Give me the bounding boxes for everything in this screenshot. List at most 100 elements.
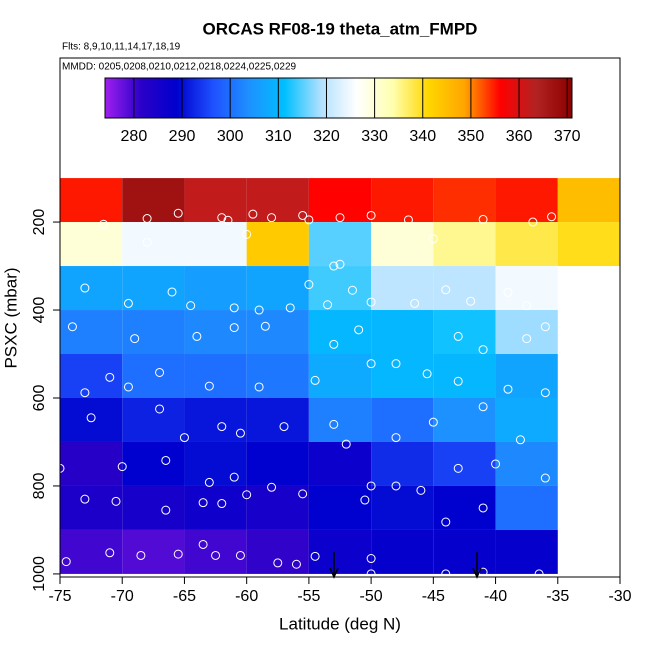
point [111,496,121,506]
point [478,503,488,513]
point [360,495,370,505]
point [547,212,557,222]
y-tick-label: 1000 [31,556,48,592]
cell [184,222,247,267]
y-axis-label: PSXC (mbar) [1,267,20,368]
colorbar-tick-label: 350 [458,128,485,145]
point [204,381,214,391]
cell [495,222,558,267]
point [298,210,308,220]
cell [308,266,372,311]
x-tick-label: -75 [48,588,71,605]
point [422,369,432,379]
point [515,435,525,445]
point [229,323,239,333]
y-tick-label: 600 [31,385,48,412]
point [310,375,320,385]
cell [433,529,496,574]
point [528,217,538,227]
colorbar-tick-label: 290 [169,128,196,145]
cell [495,529,558,574]
cell [371,266,434,311]
cell [433,310,496,355]
point [192,331,202,341]
point [428,417,438,427]
x-axis-label: Latitude (deg N) [279,614,401,633]
point [123,298,133,308]
chart-title: ORCAS RF08-19 theta_atm_FMPD [203,19,478,38]
point [235,550,245,560]
point [155,367,165,377]
cell [60,354,123,398]
point [366,297,376,307]
colorbar [104,77,573,119]
cell [433,266,496,311]
cell [495,178,558,223]
point [142,237,152,247]
point [173,208,183,218]
plot-frame [59,57,621,578]
point [285,303,295,313]
point [179,433,189,443]
cell [246,266,309,311]
point [366,359,376,369]
cell [122,529,185,574]
point [279,422,289,432]
cell [557,222,620,267]
point [235,428,245,438]
cell [246,222,309,267]
cell [184,485,247,530]
point [267,482,277,492]
colorbar-tick-label: 280 [121,128,148,145]
point [522,301,532,311]
cell [308,529,372,574]
point [86,413,96,423]
y-tick-label: 400 [31,297,48,324]
point [478,214,488,224]
point [99,219,109,229]
point [229,472,239,482]
point [540,473,550,483]
point [298,489,308,499]
point [242,490,252,500]
cell [60,266,123,311]
point [416,485,426,495]
cell [495,485,558,530]
point [335,213,345,223]
point [167,287,177,297]
colorbar-tick-label: 370 [554,128,581,145]
point [61,557,71,567]
point [273,558,283,568]
colorbar-tick-label: 320 [313,128,340,145]
point [155,404,165,414]
cell [60,529,123,574]
cell [184,354,247,398]
point [173,549,183,559]
cell [184,178,247,223]
point [540,322,550,332]
point [223,215,233,225]
cell [60,178,123,223]
point [117,462,127,472]
cell [60,441,123,486]
cell [246,397,309,442]
point [204,477,214,487]
cell [371,441,434,486]
point [80,388,90,398]
point [123,382,133,392]
cell [122,397,185,442]
x-tick-label: -35 [546,588,569,605]
cell [371,354,434,398]
point [534,569,544,579]
point [105,548,115,558]
cell [184,310,247,355]
point [466,296,476,306]
colorbar-tick-label: 310 [265,128,292,145]
cell [122,354,185,398]
cell [495,266,558,311]
point [341,439,351,449]
annotation: MMDD: 0205,0208,0210,0212,0218,0224,0225… [62,62,297,73]
cell [60,485,123,530]
cell [557,178,620,223]
cell [308,485,372,530]
